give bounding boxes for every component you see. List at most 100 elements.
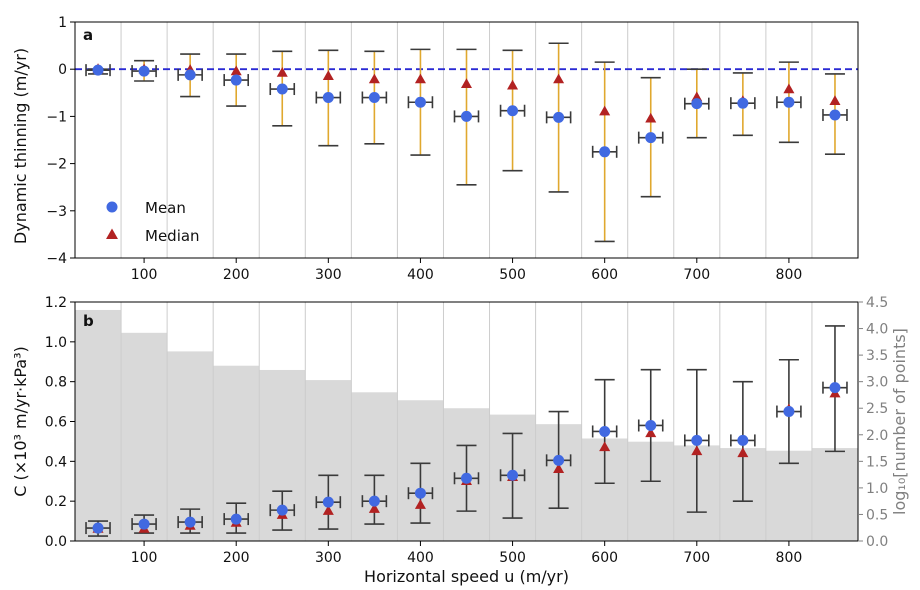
y-tick-label: −2 — [46, 157, 67, 173]
panel-a-y-axis-label: Dynamic thinning (m/yr) — [11, 48, 30, 244]
y-tick-label: 1 — [58, 15, 67, 31]
mean-marker — [599, 425, 611, 437]
right-y-tick-label: 4.5 — [866, 295, 888, 311]
x-tick-label: 300 — [315, 550, 342, 566]
mean-marker — [783, 406, 795, 418]
right-y-tick-label: 3.5 — [866, 348, 888, 364]
mean-marker — [599, 146, 611, 158]
mean-marker — [783, 96, 795, 108]
histogram-bar — [765, 450, 812, 541]
x-tick-label: 500 — [499, 550, 526, 566]
panel-a-frame — [74, 21, 859, 259]
median-marker — [829, 95, 841, 106]
x-tick-label: 200 — [223, 267, 250, 283]
panel-a-error-bars — [85, 42, 848, 243]
median-marker — [691, 91, 703, 102]
mean-marker — [553, 454, 565, 466]
mean-marker — [92, 64, 104, 76]
median-marker — [691, 445, 703, 456]
mean-marker — [138, 518, 150, 530]
mean-marker — [829, 382, 841, 394]
right-y-tick-label: 2.5 — [866, 401, 888, 417]
median-marker — [553, 463, 565, 474]
median-marker — [368, 503, 380, 513]
x-tick-label: 800 — [776, 550, 803, 566]
panel-b-x-axis: 100 200 300 400 500 600 700 800 — [131, 541, 803, 566]
right-y-tick-label: 0.5 — [866, 507, 888, 523]
median-marker — [553, 73, 565, 84]
median-marker — [599, 441, 611, 452]
right-y-tick-label: 1.5 — [866, 454, 888, 470]
mean-marker — [184, 69, 196, 81]
right-y-tick-label: 2.0 — [866, 428, 888, 444]
y-tick-label: −4 — [46, 251, 67, 267]
mean-marker — [230, 74, 242, 86]
mean-marker — [691, 98, 703, 110]
x-tick-label: 200 — [223, 550, 250, 566]
mean-marker — [322, 496, 334, 508]
mean-marker — [368, 92, 380, 104]
mean-marker — [461, 472, 472, 484]
median-marker — [276, 66, 288, 77]
x-tick-label: 600 — [591, 550, 618, 566]
x-tick-label: 400 — [407, 550, 434, 566]
y-tick-label: −3 — [46, 204, 67, 220]
x-tick-label: 700 — [683, 550, 710, 566]
panel-a-label: a — [83, 26, 93, 44]
mean-marker — [322, 92, 334, 104]
x-tick-label: 100 — [131, 550, 158, 566]
median-marker — [783, 83, 795, 94]
mean-marker — [276, 504, 288, 516]
median-marker — [645, 427, 657, 438]
panel-a-y-axis: 1 0 −1 −2 −3 −4 — [46, 15, 75, 267]
legend-mean-label: Mean — [145, 199, 186, 217]
panel-b: 0.0 0.2 0.4 0.6 0.8 1.0 1.2 0.0 0.5 1.0 1.5 2.0 2.5… — [11, 295, 909, 586]
x-tick-label: 700 — [683, 267, 710, 283]
y-tick-label: 1.0 — [45, 335, 67, 351]
legend-median-label: Median — [145, 227, 200, 245]
median-marker — [645, 112, 657, 123]
right-y-tick-label: 0.0 — [866, 534, 888, 550]
y-tick-label: 0.8 — [45, 375, 67, 391]
x-tick-label: 100 — [131, 267, 158, 283]
median-marker — [322, 505, 334, 515]
right-y-tick-label: 1.0 — [866, 481, 888, 497]
mean-marker — [138, 65, 150, 77]
panel-b-grid — [120, 302, 813, 541]
panel-a-grid — [120, 22, 813, 258]
median-marker — [230, 65, 242, 76]
mean-marker — [414, 96, 426, 108]
mean-marker — [829, 109, 841, 121]
panel-a-mean-markers — [92, 64, 841, 158]
mean-marker — [507, 469, 519, 481]
mean-marker — [184, 516, 196, 528]
x-tick-label: 600 — [591, 267, 618, 283]
panel-b-y-axis-label: C (×10³ m/yr·kPa³) — [11, 346, 30, 497]
y-tick-label: −1 — [46, 109, 67, 125]
mean-marker — [507, 105, 519, 117]
panel-b-y-axis: 0.0 0.2 0.4 0.6 0.8 1.0 1.2 — [45, 295, 75, 550]
mean-marker — [230, 513, 242, 525]
median-marker — [460, 78, 473, 89]
mean-marker — [737, 434, 749, 446]
panel-b-right-y-axis-label: log₁₀[number of points] — [890, 328, 909, 515]
legend: Mean Median — [106, 199, 200, 245]
panel-b-label: b — [83, 312, 94, 330]
median-marker — [507, 79, 519, 90]
histogram-bar — [121, 332, 168, 541]
y-tick-label: 0.0 — [45, 534, 67, 550]
right-y-tick-label: 4.0 — [866, 322, 888, 338]
y-tick-label: 0 — [58, 62, 67, 78]
x-tick-label: 300 — [315, 267, 342, 283]
y-tick-label: 1.2 — [45, 295, 67, 311]
mean-marker — [461, 110, 472, 122]
panel-a-x-axis: 100 200 300 400 500 600 700 800 — [131, 258, 802, 283]
mean-marker — [276, 83, 288, 95]
median-marker — [599, 105, 611, 116]
x-tick-label: 500 — [499, 267, 526, 283]
mean-marker — [368, 495, 380, 507]
mean-marker — [553, 111, 565, 123]
legend-mean-marker — [106, 201, 118, 213]
legend-median-marker — [106, 228, 118, 240]
y-tick-label: 0.2 — [45, 494, 67, 510]
